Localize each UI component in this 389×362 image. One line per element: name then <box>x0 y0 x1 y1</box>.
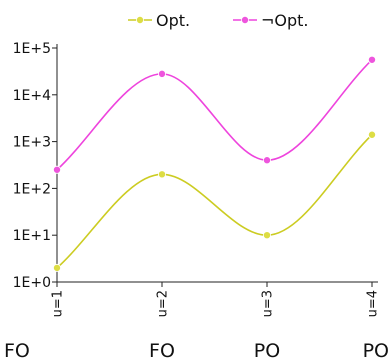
legend: Opt. ¬Opt. <box>128 11 309 30</box>
x-group-label: PO <box>254 340 280 362</box>
data-point <box>367 130 376 139</box>
legend-item: ¬Opt. <box>233 11 309 30</box>
y-axis: 1E+0 1E+1 1E+2 1E+3 1E+4 1E+5 <box>13 41 58 291</box>
x-axis: u=1 u=2 u=3 u=4 FO FO PO PO <box>4 281 389 362</box>
y-tick-label: 1E+3 <box>13 135 51 151</box>
data-point <box>367 55 376 64</box>
series-line <box>56 59 373 171</box>
y-tick-label: 1E+5 <box>13 41 51 57</box>
data-point <box>262 231 271 240</box>
data-point <box>53 263 62 272</box>
x-tick-label: u=4 <box>366 290 381 317</box>
data-point <box>157 170 166 179</box>
x-group-label: FO <box>149 340 175 362</box>
y-tick-label: 1E+2 <box>13 181 51 197</box>
series-opt <box>53 130 376 272</box>
y-tick-label: 1E+4 <box>13 88 51 104</box>
y-tick-label: 1E+1 <box>13 228 51 244</box>
data-point <box>53 165 62 174</box>
x-tick-label: u=2 <box>156 290 171 317</box>
series-not-opt <box>53 55 376 174</box>
legend-swatch-marker <box>135 15 144 24</box>
x-group-label: FO <box>4 340 30 362</box>
data-point <box>157 69 166 78</box>
series-layer <box>53 55 376 272</box>
series-line <box>56 134 373 269</box>
y-tick-label: 1E+0 <box>13 275 51 291</box>
x-tick-label: u=1 <box>51 290 66 317</box>
legend-item: Opt. <box>128 11 190 30</box>
x-group-label: PO <box>363 340 389 362</box>
legend-label: ¬Opt. <box>261 11 309 30</box>
legend-label: Opt. <box>156 11 190 30</box>
data-point <box>262 156 271 165</box>
x-tick-label: u=3 <box>261 290 276 317</box>
legend-swatch-marker <box>240 15 249 24</box>
